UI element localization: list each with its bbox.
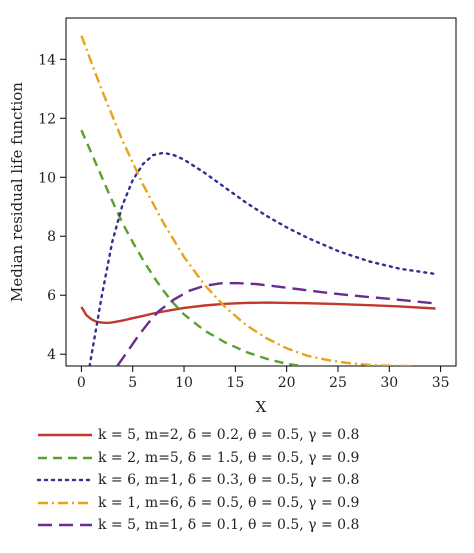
- legend-item: k = 5, m=2, δ = 0.2, θ = 0.5, γ = 0.8: [22, 424, 462, 447]
- x-tick-label: 15: [226, 375, 244, 391]
- legend-item: k = 1, m=6, δ = 0.5, θ = 0.5, γ = 0.9: [22, 492, 462, 515]
- series-line-1: [80, 301, 436, 325]
- legend-swatch: [38, 433, 92, 437]
- x-tick-label: 0: [77, 375, 86, 391]
- legend-swatch: [38, 456, 92, 459]
- legend-label: k = 5, m=2, δ = 0.2, θ = 0.5, γ = 0.8: [98, 427, 360, 443]
- legend-label: k = 1, m=6, δ = 0.5, θ = 0.5, γ = 0.9: [98, 494, 360, 511]
- x-tick-label: 20: [278, 375, 296, 391]
- y-axis-label: Median residual life function: [8, 82, 26, 302]
- legend: k = 5, m=2, δ = 0.2, θ = 0.5, γ = 0.8 k =…: [22, 424, 462, 537]
- legend-swatch: [38, 523, 92, 527]
- y-axis: 4 6 8 10 12 14: [38, 52, 66, 363]
- x-tick-label: 5: [128, 375, 137, 391]
- y-tick-label: 8: [47, 229, 56, 245]
- legend-label: k = 6, m=1, δ = 0.3, θ = 0.5, γ = 0.8: [98, 472, 360, 488]
- legend-label: k = 5, m=1, δ = 0.1, θ = 0.5, γ = 0.8: [98, 517, 360, 533]
- x-tick-label: 25: [329, 375, 347, 391]
- x-axis: 0 5 10 15 20 25 30 35: [77, 366, 450, 391]
- series-layer: [80, 35, 437, 366]
- series-line-2: [80, 129, 303, 366]
- legend-item: k = 6, m=1, δ = 0.3, θ = 0.5, γ = 0.8: [22, 469, 462, 492]
- legend-swatch: [38, 501, 92, 504]
- y-tick-label: 6: [47, 288, 56, 304]
- x-axis-label: X: [256, 398, 267, 416]
- series-line-4: [80, 35, 415, 366]
- y-tick-label: 14: [38, 52, 56, 68]
- legend-swatch: [36, 478, 94, 482]
- legend-item: k = 5, m=1, δ = 0.1, θ = 0.5, γ = 0.8: [22, 514, 462, 537]
- legend-item: k = 2, m=5, δ = 1.5, θ = 0.5, γ = 0.9: [22, 447, 462, 470]
- x-tick-label: 10: [175, 375, 193, 391]
- y-tick-label: 4: [47, 347, 56, 363]
- chart: 0 5 10 15 20 25 30 35 4 6 8 10 12 14 X Median residu…: [8, 17, 457, 416]
- series-line-5: [116, 281, 436, 366]
- x-tick-label: 30: [380, 375, 398, 391]
- legend-label: k = 2, m=5, δ = 1.5, θ = 0.5, γ = 0.9: [98, 449, 360, 466]
- y-tick-label: 10: [38, 170, 56, 186]
- x-tick-label: 35: [432, 375, 450, 391]
- plot-frame: [65, 17, 457, 367]
- y-tick-label: 12: [38, 111, 56, 127]
